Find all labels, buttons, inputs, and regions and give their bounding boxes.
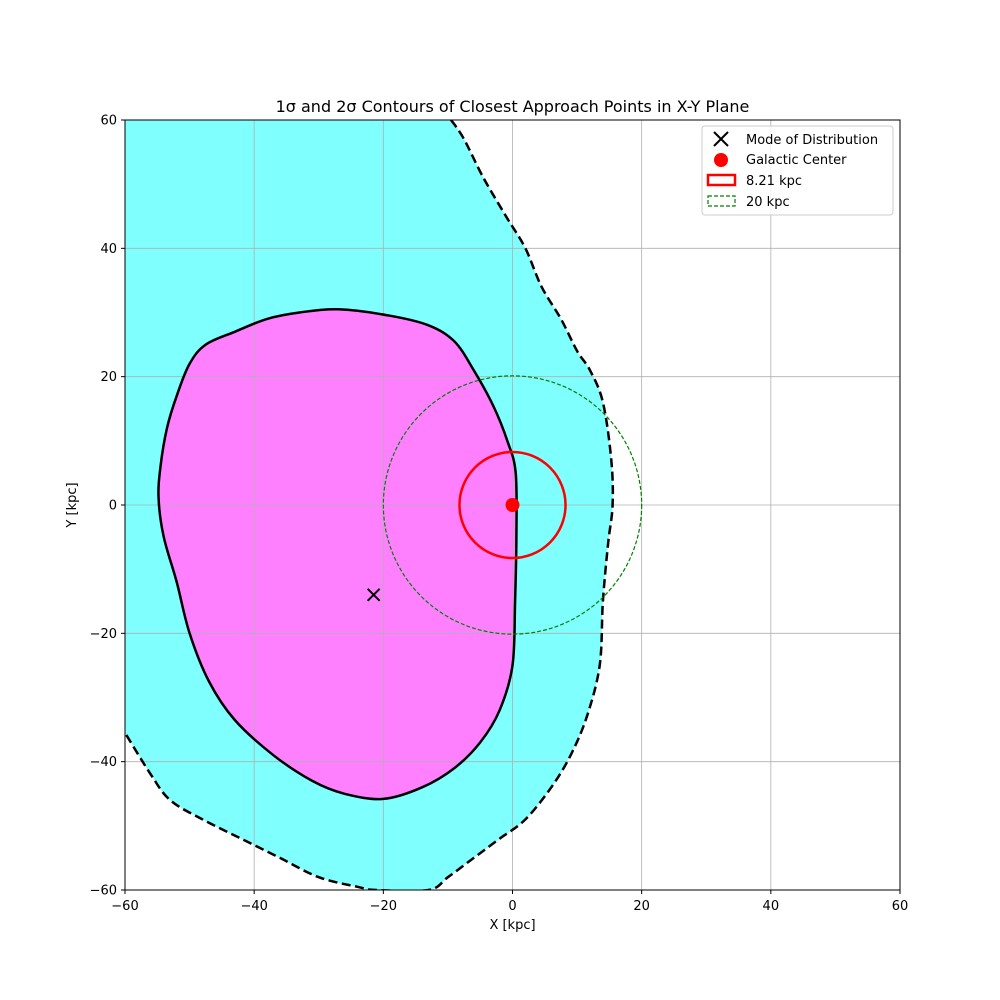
x-tick-label: 20: [633, 899, 650, 914]
x-axis-title: X [kpc]: [489, 918, 535, 933]
y-tick-label: 40: [100, 242, 117, 257]
y-tick-label: 60: [100, 114, 117, 129]
chart-title: 1σ and 2σ Contours of Closest Approach P…: [276, 97, 750, 116]
y-tick-label: 20: [100, 370, 117, 385]
galactic-center-marker: [506, 498, 520, 512]
y-axis: −60 −40 −20 0 20 40 60: [90, 114, 125, 899]
plot-area: [125, 120, 900, 891]
legend-label-mode: Mode of Distribution: [746, 133, 878, 148]
legend-label-circle-8: 8.21 kpc: [746, 174, 802, 189]
y-tick-label: −60: [90, 884, 117, 899]
y-tick-label: −40: [90, 755, 117, 770]
y-axis-title: Y [kpc]: [65, 482, 80, 528]
legend: Mode of Distribution Galactic Center 8.2…: [702, 126, 893, 215]
legend-label-galactic-center: Galactic Center: [746, 153, 847, 168]
legend-galactic-center-icon: [714, 153, 728, 167]
x-tick-label: 0: [508, 899, 516, 914]
y-tick-label: 0: [109, 499, 117, 514]
x-tick-label: 60: [892, 899, 909, 914]
legend-label-circle-20: 20 kpc: [746, 195, 790, 210]
y-tick-label: −20: [90, 627, 117, 642]
x-tick-label: −40: [240, 899, 267, 914]
x-tick-label: −20: [370, 899, 397, 914]
x-axis: −60 −40 −20 0 20 40 60: [111, 890, 908, 914]
x-tick-label: 40: [763, 899, 780, 914]
x-tick-label: −60: [111, 899, 138, 914]
